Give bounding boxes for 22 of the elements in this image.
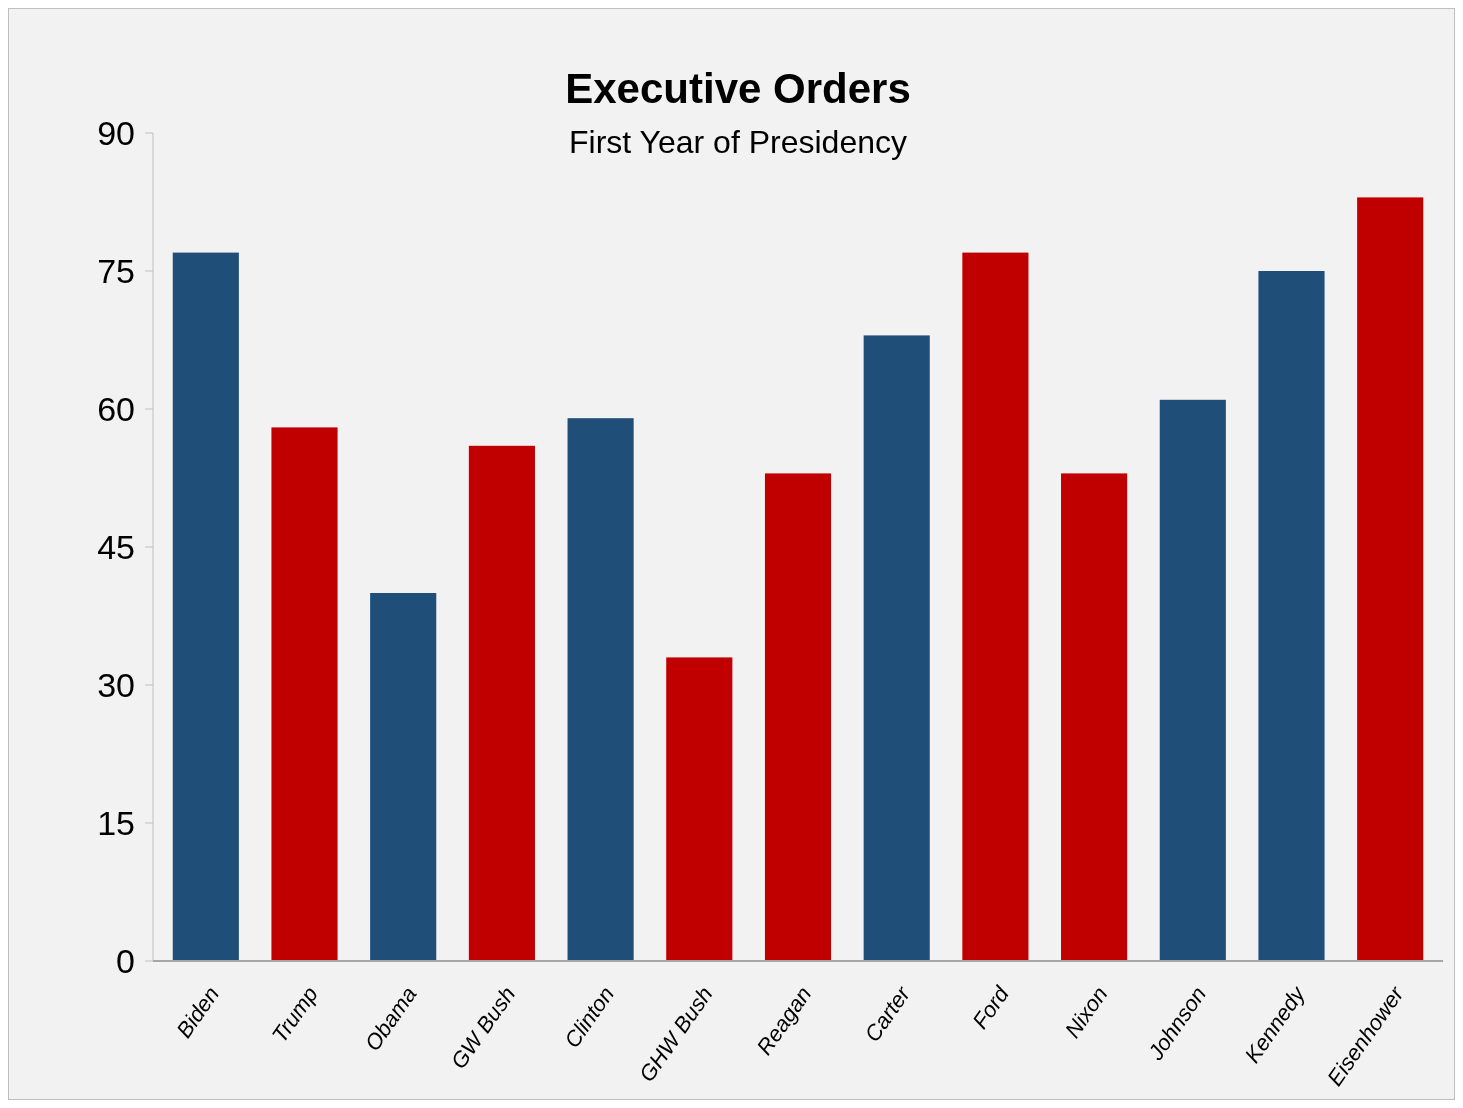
bar (468, 445, 535, 961)
bar (172, 252, 239, 961)
bar (1159, 399, 1226, 961)
y-tick-label: 0 (116, 941, 135, 980)
bar (1061, 473, 1128, 961)
y-tick-label: 60 (97, 389, 135, 428)
bar (863, 335, 930, 961)
y-tick-label: 30 (97, 665, 135, 704)
bar (370, 593, 437, 961)
bar (666, 657, 733, 961)
y-tick-label: 75 (97, 251, 135, 290)
bar (962, 252, 1029, 961)
bar (1258, 271, 1325, 961)
y-tick-label: 45 (97, 527, 135, 566)
chart-title: Executive Orders (565, 65, 911, 112)
bar (1357, 197, 1424, 961)
y-tick-label: 90 (97, 113, 135, 152)
y-tick-label: 15 (97, 803, 135, 842)
bar (271, 427, 338, 961)
chart-subtitle: First Year of Presidency (569, 124, 907, 160)
bar (764, 473, 832, 961)
bar (567, 418, 634, 961)
